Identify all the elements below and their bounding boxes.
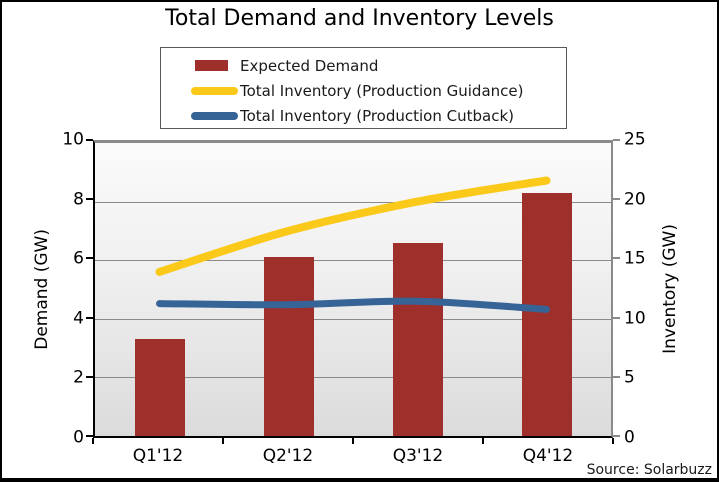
axis-tick-label: 25 <box>624 129 646 150</box>
bar-Q1'12 <box>134 339 185 436</box>
axis-tick-label: 0 <box>624 427 635 448</box>
axis-tick-label: 2 <box>73 367 84 388</box>
source-note: Source: Solarbuzz <box>586 462 712 478</box>
legend-swatch-box <box>191 86 239 95</box>
legend-item-production-guidance: Total Inventory (Production Guidance) <box>191 78 566 103</box>
category-label-Q3'12: Q3'12 <box>392 446 444 466</box>
bar-Q3'12 <box>392 242 443 436</box>
axis-tick-label: 10 <box>624 308 646 329</box>
left-axis-tick-marks <box>86 139 93 437</box>
line-production-cutback <box>156 297 550 313</box>
plot-area <box>93 140 613 438</box>
axis-tick-label: 6 <box>73 248 84 269</box>
tick-mark <box>613 435 620 437</box>
tick-mark <box>612 438 614 444</box>
axis-tick-label: 4 <box>73 308 84 329</box>
category-label-Q2'12: Q2'12 <box>262 446 314 466</box>
tick-mark <box>86 435 93 437</box>
legend-swatch-box <box>191 60 239 71</box>
guidance-line-swatch-icon <box>191 86 238 95</box>
tick-mark <box>86 375 93 378</box>
tick-mark <box>86 316 93 319</box>
legend-label-production-cutback: Total Inventory (Production Cutback) <box>240 106 514 125</box>
legend: Expected Demand Total Inventory (Product… <box>160 47 567 129</box>
legend-item-production-cutback: Total Inventory (Production Cutback) <box>191 103 566 128</box>
gridline <box>95 377 611 379</box>
cutback-line-swatch-icon <box>191 111 238 120</box>
category-label-Q1'12: Q1'12 <box>132 446 184 466</box>
tick-mark <box>613 198 620 201</box>
axis-tick-label: 0 <box>73 427 84 448</box>
axis-tick-label: 5 <box>624 367 635 388</box>
legend-label-production-guidance: Total Inventory (Production Guidance) <box>240 81 524 100</box>
tick-mark <box>86 257 93 260</box>
gridline <box>95 318 611 320</box>
tick-mark <box>222 438 224 444</box>
gridlines <box>95 143 611 436</box>
legend-label-expected-demand: Expected Demand <box>240 56 379 75</box>
tick-mark <box>613 375 620 378</box>
bar-slot <box>95 143 224 436</box>
tick-mark <box>482 438 484 444</box>
x-axis-category-labels: Q1'12 Q2'12 Q3'12 Q4'12 <box>93 446 613 466</box>
tick-mark <box>352 438 354 444</box>
axis-tick-label: 15 <box>624 248 646 269</box>
bar-series-swatch-icon <box>195 60 228 71</box>
tick-mark <box>613 257 620 260</box>
bar-slot <box>353 143 482 436</box>
line-production-guidance <box>155 176 551 276</box>
bar-Q4'12 <box>521 192 572 436</box>
left-axis-tick-labels: 0 2 4 6 8 10 <box>46 131 84 446</box>
tick-mark <box>613 316 620 319</box>
tick-mark <box>613 139 620 141</box>
right-axis-tick-labels: 0 5 10 15 20 25 <box>624 131 664 446</box>
legend-swatch-box <box>191 111 239 120</box>
bar-slot <box>482 143 611 436</box>
bar-series <box>95 143 611 436</box>
gridline <box>95 260 611 262</box>
right-axis-tick-marks <box>613 139 620 437</box>
line-series <box>155 176 551 313</box>
axis-tick-label: 20 <box>624 189 646 210</box>
x-axis-tick-marks <box>92 438 614 445</box>
axis-tick-label: 10 <box>62 129 84 150</box>
category-label-Q4'12: Q4'12 <box>522 446 574 466</box>
chart-title: Total Demand and Inventory Levels <box>165 6 554 31</box>
gridline <box>95 201 611 203</box>
tick-mark <box>92 438 94 444</box>
bar-Q2'12 <box>263 257 314 436</box>
legend-item-expected-demand: Expected Demand <box>191 53 566 78</box>
tick-mark <box>86 139 93 141</box>
tick-mark <box>86 198 93 201</box>
bar-slot <box>224 143 353 436</box>
axis-tick-label: 8 <box>73 189 84 210</box>
